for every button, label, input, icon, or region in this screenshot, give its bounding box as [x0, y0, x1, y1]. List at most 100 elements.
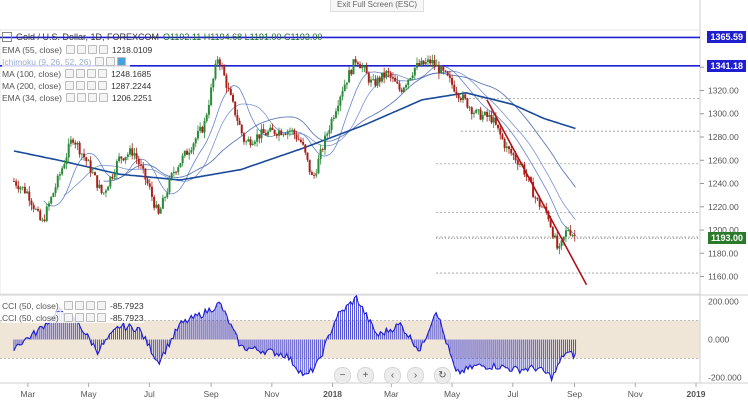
left-arrow-icon[interactable]: ‹: [384, 367, 401, 384]
plus-icon[interactable]: +: [357, 367, 374, 384]
candle-body: [396, 81, 399, 84]
reset-icon[interactable]: ↻: [434, 367, 451, 384]
candle-body: [554, 235, 557, 238]
candle-body: [126, 154, 129, 157]
candle-body: [444, 70, 447, 72]
candle-body: [293, 129, 296, 135]
candle-body: [470, 107, 473, 115]
right-arrow-icon[interactable]: ›: [407, 367, 424, 384]
candle-body: [232, 94, 235, 102]
candle-body: [453, 84, 456, 92]
legend-ma200-value: 1287.2244: [111, 80, 152, 91]
legend-ema34[interactable]: EMA (34, close) 1206.2251: [2, 92, 153, 103]
candle-body: [47, 203, 50, 207]
price-tick-label: 1260.00: [708, 155, 739, 165]
candle-body: [214, 63, 217, 79]
candle-body: [245, 141, 248, 143]
candle-body: [275, 134, 278, 136]
candle-body: [573, 235, 576, 236]
candle-body: [464, 94, 467, 99]
candle-body: [269, 127, 272, 132]
candle-body: [440, 66, 443, 74]
time-tick-label: May: [444, 389, 461, 399]
ema-34-line: [43, 65, 576, 236]
collapse-icon[interactable]: [2, 32, 12, 42]
legend-cci-1[interactable]: CCI (50, close) -85.7923: [2, 300, 144, 311]
price-tick-label: 1320.00: [708, 85, 739, 95]
candle-body: [234, 101, 237, 116]
candle-body: [391, 76, 394, 78]
time-tick-label: Mar: [384, 389, 399, 399]
candle-body: [96, 175, 99, 188]
candle-body: [80, 153, 83, 155]
time-tick-label: May: [81, 389, 98, 399]
candle-body: [109, 176, 112, 187]
legend-controls[interactable]: [66, 45, 108, 54]
candle-body: [516, 160, 519, 165]
candle-body: [426, 59, 429, 62]
candle-body: [497, 124, 500, 129]
candle-body: [150, 186, 153, 197]
candle-body: [536, 197, 539, 200]
candle-body: [240, 124, 243, 134]
candle-body: [144, 168, 147, 180]
candle-body: [199, 126, 202, 131]
candle-body: [76, 142, 79, 145]
candle-body: [74, 142, 77, 145]
candle-body: [514, 155, 517, 161]
candle-body: [177, 167, 180, 173]
price-tick-label: 1220.00: [708, 202, 739, 212]
candle-body: [229, 88, 232, 95]
legend-controls[interactable]: [64, 301, 106, 310]
candle-body: [352, 59, 355, 75]
legend-ichimoku[interactable]: Ichimoku (9, 26, 52, 26): [2, 56, 131, 67]
candle-body: [203, 121, 206, 133]
ohlc-readout: O1192.11 H1194.68 L1191.00 C1193.00: [163, 32, 323, 42]
legend-controls[interactable]: [64, 313, 106, 322]
candle-body: [324, 135, 327, 150]
legend-cci-value: -85.7923: [110, 312, 144, 323]
candle-body: [212, 78, 215, 88]
minus-icon[interactable]: −: [334, 367, 351, 384]
legend-cci-2[interactable]: CCI (50, close) -85.7923: [2, 312, 144, 323]
legend-ma100-label: MA (100, close): [2, 68, 62, 79]
candle-body: [83, 153, 86, 158]
candle-body: [501, 134, 504, 140]
price-axis: 1160.00 1180.00 1200.00 1220.00 1240.00 1260.…: [700, 62, 742, 382]
legend-controls[interactable]: [65, 69, 108, 78]
legend-controls[interactable]: [65, 81, 108, 90]
price-tick-label: 1300.00: [708, 109, 739, 119]
candle-body: [107, 186, 110, 191]
candle-body: [52, 192, 55, 197]
candle-body: [442, 66, 445, 71]
candle-body: [67, 143, 70, 158]
candle-body: [168, 178, 171, 193]
candle-body: [398, 83, 401, 90]
candle-body: [278, 130, 281, 136]
candle-body: [190, 150, 193, 153]
exit-fullscreen-button[interactable]: Exit Full Screen (ESC): [330, 0, 424, 12]
candle-body: [242, 133, 245, 142]
candle-body: [39, 210, 42, 221]
cci-tick-label: 0.000: [708, 335, 730, 345]
candle-body: [409, 78, 412, 80]
candle-body: [218, 59, 221, 66]
candle-body: [534, 197, 537, 199]
legend-controls[interactable]: [66, 93, 108, 102]
candle-body: [65, 157, 68, 165]
trendline[interactable]: [486, 99, 588, 286]
candle-body: [26, 191, 29, 194]
legend-ma200-label: MA (200, close): [2, 80, 62, 91]
candle-body: [291, 129, 294, 131]
candle-body: [405, 84, 408, 88]
candle-body: [148, 183, 151, 187]
candle-body: [446, 71, 449, 76]
candle-body: [133, 153, 136, 156]
candle-body: [267, 131, 270, 136]
legend-controls[interactable]: [95, 57, 127, 66]
legend-ma200[interactable]: MA (200, close) 1287.2244: [2, 80, 152, 91]
legend-ema55[interactable]: EMA (55, close) 1218.0109: [2, 44, 153, 55]
candle-body: [129, 148, 132, 155]
legend-ma100[interactable]: MA (100, close) 1248.1685: [2, 68, 152, 79]
candle-body: [118, 156, 121, 162]
